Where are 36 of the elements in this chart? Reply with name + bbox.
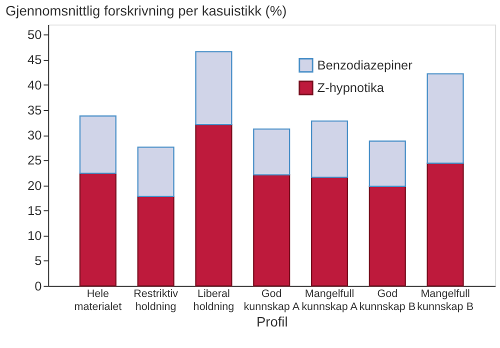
bar [310,120,348,178]
bar [137,146,174,198]
y-tick-label: 40 [28,77,42,92]
bar [79,172,116,286]
y-tick-label: 30 [28,128,42,143]
x-tick-label: Liberal holdning [193,288,234,313]
bar [137,196,174,286]
y-tick-label: 35 [28,102,42,118]
chart-title: Gjennomsnittlig forskrivning per kasuistikk (%) [5,4,287,19]
x-tick-label: Restriktiv holdning [134,288,179,313]
bar [253,174,290,286]
y-tick-label: 45 [28,52,42,68]
y-tick-label: 25 [28,152,42,168]
y-tick-label: 0 [34,278,42,294]
bar [368,140,406,187]
bar [195,51,232,126]
y-tick-label: 10 [28,228,42,244]
bar [79,115,116,174]
x-tick-label: God kunnskap A [244,288,300,313]
bar [195,124,232,286]
bar [310,176,348,286]
y-tick-label: 5 [34,253,42,268]
y-tick-label: 50 [28,27,42,42]
x-axis-title: Profil [256,314,288,330]
bar [426,73,464,164]
x-tick-label: Mangelfull kunnskap B [417,288,474,313]
legend-label: Z-hypnotika [317,80,385,95]
y-tick-label: 20 [28,178,42,193]
y-tick-label: 15 [28,202,42,218]
bar [368,186,406,286]
x-tick-label: God kunnskap B [359,288,416,313]
bar [253,128,290,176]
x-tick-label: Hele materialet [74,288,122,313]
bar [426,162,464,286]
x-tick-label: Mangelfull kunnskap A [302,288,358,313]
legend-label: Benzodiazepiner [317,57,414,72]
